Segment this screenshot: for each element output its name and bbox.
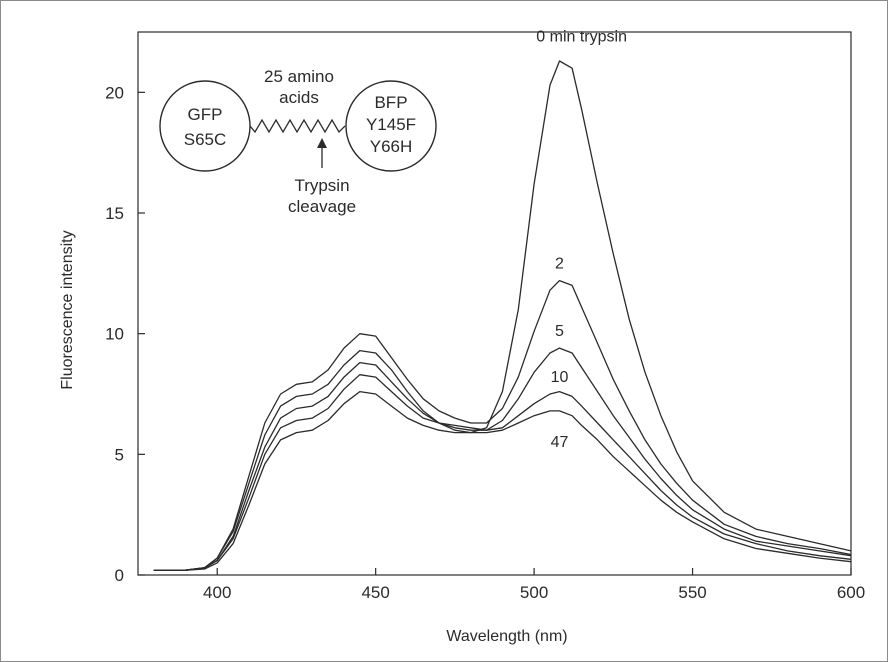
y-tick-label: 5 [115,445,124,464]
series-label-3: 10 [551,369,569,386]
x-tick-label: 500 [520,583,548,602]
y-tick-label: 0 [115,566,124,585]
gfp-circle [159,80,251,172]
y-axis: 0 5 10 15 20 [105,83,145,585]
linker-zigzag [249,118,346,134]
y-tick-label: 15 [105,204,124,223]
bfp-circle [345,80,437,172]
x-tick-label: 550 [678,583,706,602]
plot-frame [137,31,852,576]
series-label-1: 2 [555,256,564,273]
x-tick-label: 600 [837,583,865,602]
y-tick-label: 10 [105,325,124,344]
cleavage-arrow-icon [317,138,327,148]
series-line-4 [153,390,852,571]
plot-area [137,31,852,576]
bfp-label: BFP [374,93,407,112]
series-line-0 [153,60,852,571]
cleavage-label-line2: cleavage [288,197,356,216]
x-tick-label: 400 [203,583,231,602]
series-label-2: 5 [555,323,564,340]
series-line-1 [153,279,852,571]
bfp-mutation-label-2: Y66H [370,137,413,156]
series-label-0: 0 min trypsin [536,29,627,46]
y-axis-title: Fluorescence intensity [59,230,76,389]
bfp-mutation-label-1: Y145F [366,115,416,134]
series-line-2 [153,347,852,571]
series-labels: 0 min trypsin 2 5 10 47 [536,29,627,451]
y-tick-label: 20 [105,83,124,102]
x-axis: 400 450 500 550 600 [203,568,865,602]
construct-diagram: GFP S65C 25 amino acids BFP Y145F Y66H T… [159,67,437,216]
gfp-mutation-label: S65C [184,130,227,149]
series-label-4: 47 [551,434,569,451]
gfp-label: GFP [188,105,223,124]
series-layer [153,60,852,571]
x-tick-label: 450 [361,583,389,602]
linker-label-line2: acids [279,88,319,107]
linker-label-line1: 25 amino [264,67,334,86]
cleavage-label-line1: Trypsin [294,176,349,195]
series-line-3 [153,374,852,571]
x-axis-title: Wavelength (nm) [446,628,567,645]
